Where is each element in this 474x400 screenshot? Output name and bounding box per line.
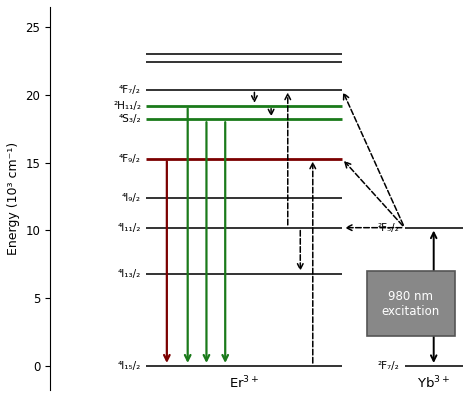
Text: ⁴F₇/₂: ⁴F₇/₂ <box>119 84 141 94</box>
Bar <box>367 271 455 336</box>
Text: ⁴I₁₃/₂: ⁴I₁₃/₂ <box>118 269 141 279</box>
Text: Yb$^{3+}$: Yb$^{3+}$ <box>417 375 450 392</box>
Text: ²H₁₁/₂: ²H₁₁/₂ <box>113 101 141 111</box>
Y-axis label: Energy (10³ cm⁻¹): Energy (10³ cm⁻¹) <box>7 142 20 255</box>
Text: ²F₅/₂: ²F₅/₂ <box>378 223 400 233</box>
Text: ⁴I₉/₂: ⁴I₉/₂ <box>122 193 141 203</box>
Text: Er$^{3+}$: Er$^{3+}$ <box>229 375 259 392</box>
Text: ⁴F₉/₂: ⁴F₉/₂ <box>119 154 141 164</box>
Text: ⁴S₃/₂: ⁴S₃/₂ <box>118 114 141 124</box>
Text: ⁴I₁₁/₂: ⁴I₁₁/₂ <box>118 223 141 233</box>
Text: ⁴I₁₅/₂: ⁴I₁₅/₂ <box>118 361 141 371</box>
Text: 980 nm
excitation: 980 nm excitation <box>382 290 440 318</box>
Text: ²F₇/₂: ²F₇/₂ <box>378 361 400 371</box>
